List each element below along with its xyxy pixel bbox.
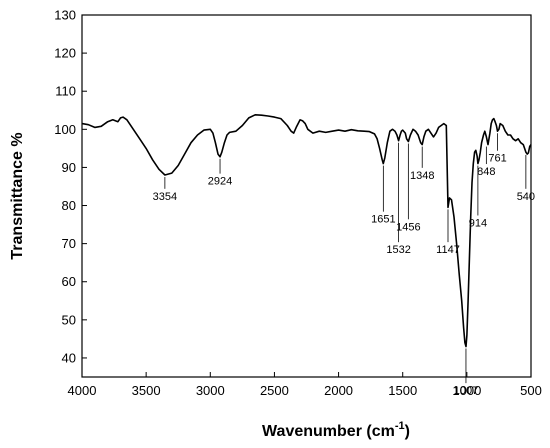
y-tick-label: 40 <box>62 350 76 365</box>
y-tick-label: 120 <box>54 46 76 61</box>
peak-label: 848 <box>477 166 495 178</box>
peak-label: 914 <box>469 217 487 229</box>
y-tick-label: 110 <box>55 84 76 99</box>
y-tick-label: 100 <box>54 122 76 137</box>
x-tick-label: 1000 <box>452 383 481 398</box>
x-tick-label: 2000 <box>324 383 353 398</box>
x-tick-label: 3500 <box>132 383 161 398</box>
peak-label: 1147 <box>436 244 460 256</box>
y-tick-label: 90 <box>62 160 76 175</box>
y-tick-label: 70 <box>62 236 76 251</box>
peak-label: 761 <box>488 153 506 165</box>
y-axis-title: Transmittance % <box>9 132 26 259</box>
x-tick-label: 2500 <box>260 383 289 398</box>
y-tick-label: 80 <box>62 198 76 213</box>
x-axis: 4000 3500 3000 2500 2000 1500 1000 500 <box>68 372 542 398</box>
peak-label: 1532 <box>386 244 410 256</box>
x-tick-label: 1500 <box>388 383 417 398</box>
peak-label: 1456 <box>396 221 420 233</box>
peak-label: 1348 <box>410 170 434 182</box>
plot-frame <box>81 14 532 378</box>
x-axis-title: Wavenumber (cm-1) <box>262 420 410 440</box>
spectrum-line <box>81 114 532 348</box>
y-axis: 40 50 60 70 80 90 100 110 120 130 <box>54 8 87 365</box>
x-tick-label: 4000 <box>68 383 97 398</box>
x-tick-label: 3000 <box>196 383 225 398</box>
peak-label: 2924 <box>208 176 232 188</box>
peak-annotations: 3354 2924 1651 1532 1456 1348 1147 1007 914 84876… <box>153 133 535 397</box>
y-tick-label: 130 <box>54 8 76 23</box>
peak-label: 1007 <box>454 385 478 397</box>
peak-label: 540 <box>517 191 535 203</box>
peak-label: 3354 <box>153 191 177 203</box>
y-tick-label: 50 <box>62 312 76 327</box>
y-tick-label: 60 <box>62 274 76 289</box>
x-tick-label: 500 <box>520 383 542 398</box>
peak-label: 1651 <box>371 214 395 226</box>
